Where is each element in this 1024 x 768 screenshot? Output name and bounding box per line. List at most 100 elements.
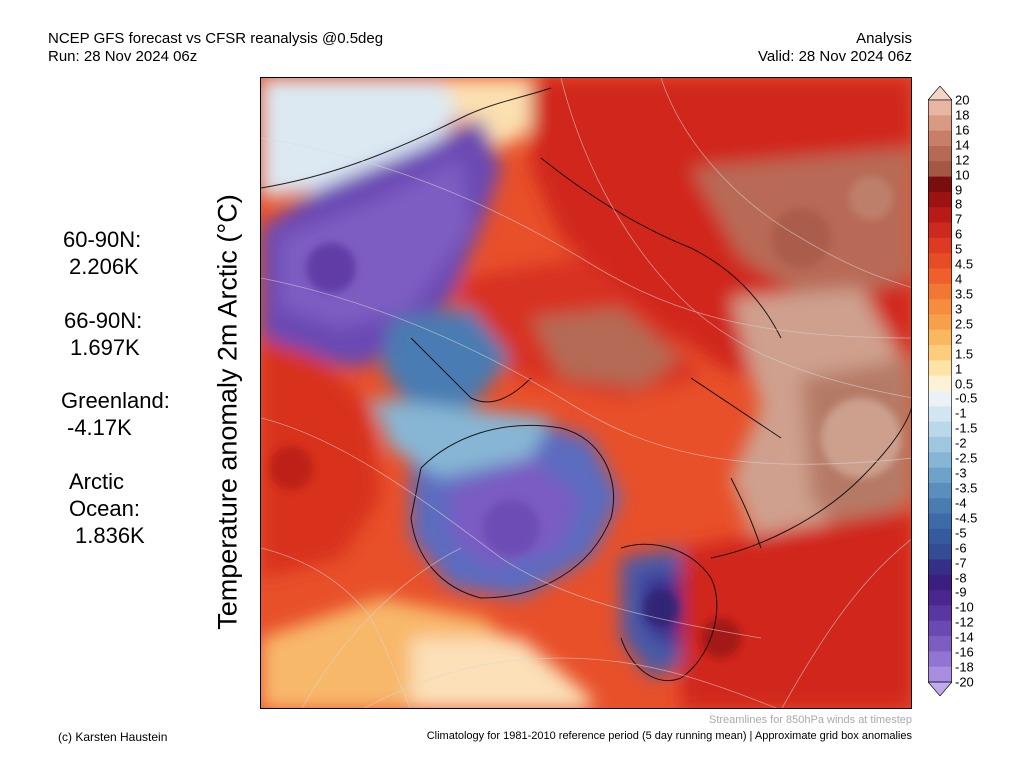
colorbar-label: -9 [955,584,967,600]
colorbar-segment [928,391,952,407]
stat-label: Greenland: [61,388,170,413]
colorbar-label: -0.5 [955,390,978,406]
colorbar-segment [928,651,952,668]
header-right: Analysis Valid: 28 Nov 2024 06z [758,30,912,66]
stat-value: 2.206K [69,254,139,279]
colorbar-label: -8 [955,570,967,586]
colorbar-label: 7 [955,211,963,227]
colorbar-segment [928,406,952,423]
colorbar-segment [928,268,952,285]
stat-arctic-ocean: Arctic Ocean: 1.836K [69,468,145,549]
author-credit: (c) Karsten Haustein [58,730,168,744]
colorbar-label: 3 [955,301,963,317]
colorbar-label: 9 [955,182,963,198]
valid-time: Valid: 28 Nov 2024 06z [758,48,912,65]
colorbar-label: -18 [955,659,974,675]
colorbar-label: 18 [955,107,970,123]
colorbar-label: -2 [955,435,967,451]
colorbar-label: 6 [955,226,963,242]
colorbar-label: -14 [955,629,974,645]
colorbar-label: 12 [955,152,970,168]
colorbar-label: -5 [955,525,967,541]
y-axis-label: Temperature anomaly 2m Arctic (°C) [212,194,243,630]
colorbar-label: -2.5 [955,450,978,466]
colorbar-label: 20 [955,92,970,108]
climatology-note: Climatology for 1981-2010 reference peri… [426,730,912,742]
colorbar-segment [928,620,952,637]
colorbar-segment [928,528,952,545]
stat-60-90n: 60-90N: 2.206K [63,226,141,280]
colorbar-segment [928,253,952,269]
colorbar-label: 3.5 [955,286,974,302]
colorbar-segment [928,345,952,361]
anomaly-map-graphic [261,78,911,708]
colorbar-segment [928,436,952,453]
map-title: NCEP GFS forecast vs CFSR reanalysis @0.… [48,30,384,47]
colorbar-segment [928,283,952,300]
colorbar-segment [928,222,952,239]
colorbar-label: 14 [955,137,970,153]
colorbar-label: 4.5 [955,256,974,272]
colorbar-segment [928,590,952,606]
colorbar-segment [928,636,952,652]
colorbar-segment [928,666,952,683]
run-time: Run: 28 Nov 2024 06z [48,48,198,65]
colorbar-label: -4 [955,495,967,511]
colorbar-label: -1.5 [955,420,978,436]
colorbar-segment [928,176,952,193]
colorbar-label: 1 [955,361,963,377]
colorbar-label: -7 [955,555,967,571]
colorbar-label: 1.5 [955,346,974,362]
colorbar-label: 16 [955,122,970,138]
colorbar-segment [928,482,952,499]
colorbar-label: -4.5 [955,510,978,526]
colorbar-segment [928,513,952,530]
colorbar-label: -16 [955,644,974,660]
colorbar-segment [928,544,952,560]
colorbar-segment [928,498,952,515]
colorbar-segment [928,100,952,116]
colorbar-segment [928,360,952,377]
colorbar-segment [928,115,952,132]
colorbar-segment [928,605,952,622]
colorbar-label: -10 [955,599,974,615]
color-scale-bar [928,86,952,696]
colorbar-segment [928,574,952,591]
colorbar-extend-bottom [928,681,952,696]
stat-value: 1.836K [75,523,145,548]
colorbar-segment [928,375,952,392]
stat-label: 66-90N: [64,308,143,333]
stat-66-90n: 66-90N: 1.697K [64,307,142,361]
colorbar-label: 5 [955,241,963,257]
colorbar-segment [928,145,952,162]
colorbar-segment [928,299,952,315]
colorbar-segment [928,130,952,147]
stat-greenland: Greenland: -4.17K [61,387,170,441]
colorbar-label: -3 [955,465,967,481]
colorbar-label: 2.5 [955,316,974,332]
colorbar-segment [928,191,952,208]
colorbar-label: 2 [955,331,963,347]
analysis-type: Analysis [856,30,912,47]
colorbar-segment [928,237,952,254]
colorbar-extend-top [928,86,952,101]
stat-value: 1.697K [70,335,140,360]
stat-label: Arctic Ocean: [69,469,140,521]
anomaly-map [260,77,912,709]
colorbar-segment [928,161,952,178]
colorbar-outline [928,99,952,683]
colorbar-segment [928,329,952,346]
stat-label: 60-90N: [63,227,142,252]
colorbar-label: 8 [955,196,963,212]
colorbar-label: -20 [955,674,974,690]
color-scale-labels: 20 18 16 14 12 10 9 8 7 6 5 4.5 4 3.5 3 2.5 2 1.5 1 0.5 -0.5… [955,86,1015,696]
colorbar-label: 10 [955,167,970,183]
colorbar-segment [928,314,952,331]
colorbar-segment [928,467,952,484]
colorbar-label: -12 [955,614,974,630]
colorbar-label: 4 [955,271,963,287]
colorbar-segment [928,207,952,224]
colorbar-label: 0.5 [955,376,974,392]
streamline-footnote: Streamlines for 850hPa winds at timestep [709,714,912,726]
stat-value: -4.17K [67,415,132,440]
